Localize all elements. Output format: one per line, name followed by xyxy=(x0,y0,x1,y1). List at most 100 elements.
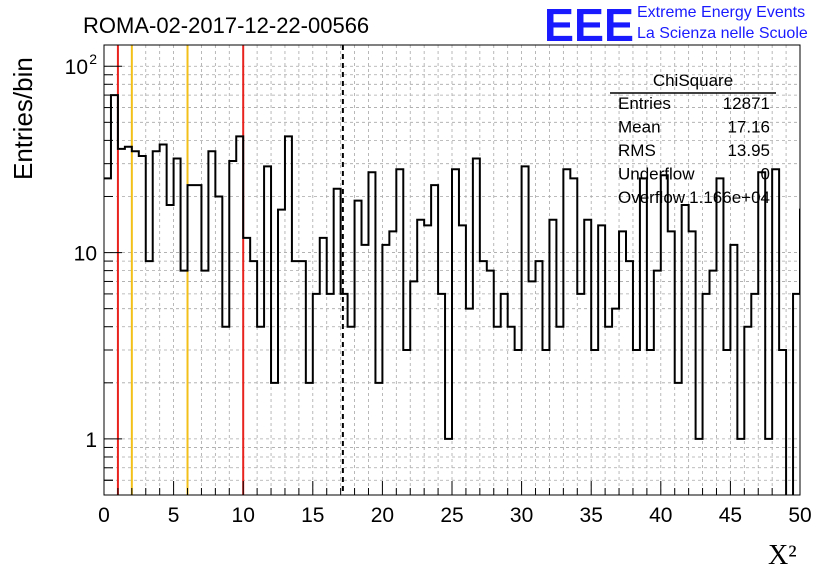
y-tick-label: 1 xyxy=(85,429,97,452)
histogram-bin xyxy=(389,231,396,495)
histogram-bin xyxy=(556,327,563,495)
histogram-bin xyxy=(682,205,689,495)
histogram-bin xyxy=(194,185,201,495)
histogram-bin xyxy=(320,238,327,495)
histogram-bin xyxy=(563,169,570,495)
stats-row-label: RMS xyxy=(618,141,656,160)
histogram-bin xyxy=(800,210,807,495)
histogram-bin xyxy=(313,294,320,495)
stats-box: ChiSquare Entries 12871 Mean 17.16 RMS 13.95 U… xyxy=(610,71,776,207)
histogram xyxy=(104,94,835,495)
histogram-bin xyxy=(654,271,661,495)
histogram-bin xyxy=(570,178,577,495)
y-axis-title: Entries/bin xyxy=(8,57,38,180)
stats-row-label: Overflow xyxy=(618,188,686,207)
histogram-bin xyxy=(466,309,473,495)
histogram-bin xyxy=(696,439,703,495)
histogram-bin xyxy=(243,238,250,495)
histogram-bin xyxy=(612,309,619,495)
histogram-bin xyxy=(529,281,536,495)
histogram-bin xyxy=(250,261,257,495)
x-tick-label: 5 xyxy=(168,504,180,527)
histogram-bin xyxy=(584,220,591,495)
histogram-bin xyxy=(675,383,682,495)
x-tick-label: 40 xyxy=(649,504,672,527)
histogram-bin xyxy=(542,350,549,495)
histogram-bin xyxy=(710,271,717,495)
histogram-bin xyxy=(647,350,654,495)
stats-row-label: Underflow xyxy=(618,165,695,184)
histogram-bin xyxy=(271,383,278,495)
stats-row-value: 1.166e+04 xyxy=(689,188,770,207)
histogram-bin xyxy=(744,327,751,495)
stats-row-value: 12871 xyxy=(723,94,770,113)
x-tick-label: 20 xyxy=(371,504,394,527)
histogram-bin xyxy=(160,145,167,495)
y-tick-label: 10 xyxy=(65,56,88,79)
histogram-bin xyxy=(821,327,828,495)
histogram-bin xyxy=(814,350,821,495)
histogram-bin xyxy=(737,439,744,495)
histogram-bin xyxy=(355,201,362,495)
histogram-bin xyxy=(515,350,522,495)
histogram-bin xyxy=(438,294,445,495)
histogram-bin xyxy=(257,327,264,495)
histogram-bin xyxy=(522,166,529,495)
histogram-bin xyxy=(278,210,285,495)
histogram-bin xyxy=(264,166,271,495)
histogram-bin xyxy=(508,327,515,495)
histogram-bin xyxy=(828,196,835,495)
histogram-bin xyxy=(758,172,765,495)
histogram-bin xyxy=(445,439,452,495)
histogram-bin xyxy=(549,220,556,495)
histogram-bin xyxy=(229,161,236,495)
x-tick-label: 15 xyxy=(301,504,324,527)
histogram-bin xyxy=(723,350,730,495)
histogram-bin xyxy=(633,350,640,495)
stats-row-label: Entries xyxy=(618,94,671,113)
histogram-bin xyxy=(181,271,188,495)
histogram-outline xyxy=(104,94,800,495)
histogram-bin xyxy=(459,225,466,495)
histogram-bin xyxy=(480,261,487,495)
histogram-bin xyxy=(536,261,543,495)
histogram-bin xyxy=(222,327,229,495)
histogram-bin xyxy=(452,169,459,495)
histogram-bin xyxy=(689,231,696,495)
histogram-bin xyxy=(375,383,382,495)
histogram-bin xyxy=(417,220,424,495)
plot-frame xyxy=(103,44,801,496)
eee-logo-text: EEE xyxy=(544,0,634,51)
histogram-bin xyxy=(487,271,494,495)
histogram-bin xyxy=(779,350,786,495)
histogram-bin xyxy=(139,156,146,495)
eee-logo-line2: La Scienza nelle Scuole xyxy=(637,25,808,42)
x-axis-title: X² xyxy=(768,540,797,571)
histogram-bin xyxy=(201,271,208,495)
histogram-bin xyxy=(716,178,723,495)
histogram-bin xyxy=(208,151,215,495)
x-tick-label: 45 xyxy=(719,504,742,527)
histogram-bin xyxy=(501,294,508,495)
histogram-bin xyxy=(215,196,222,495)
histogram-bin xyxy=(403,350,410,495)
histogram-bin xyxy=(793,294,800,495)
histogram-bin xyxy=(640,178,647,495)
histogram-bin xyxy=(146,261,153,495)
stats-row-value: 13.95 xyxy=(727,141,770,160)
chart-title: ROMA-02-2017-12-22-00566 xyxy=(83,13,369,38)
histogram-bin xyxy=(167,205,174,495)
x-tick-label: 50 xyxy=(788,504,811,527)
x-tick-label: 10 xyxy=(232,504,255,527)
histogram-bin xyxy=(306,383,313,495)
histogram-bin xyxy=(605,327,612,495)
histogram-bin xyxy=(431,185,438,495)
histogram-bin xyxy=(772,169,779,495)
eee-logo: EEE Extreme Energy Events La Scienza nel… xyxy=(544,0,808,51)
histogram-bin xyxy=(598,225,605,495)
histogram-bin xyxy=(153,151,160,495)
histogram-bin xyxy=(132,151,139,495)
y-tick-label: 10 xyxy=(74,243,97,266)
histogram-bin xyxy=(285,136,292,495)
